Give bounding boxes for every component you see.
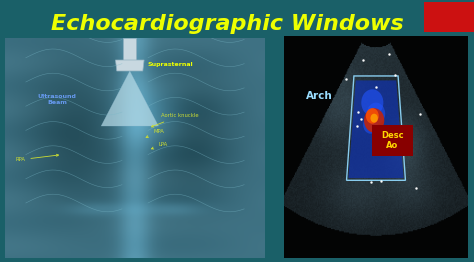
Circle shape [361, 89, 383, 116]
Text: Echocardiographic Windows: Echocardiographic Windows [51, 14, 404, 34]
Text: RPA: RPA [15, 154, 58, 162]
Text: Arch: Arch [306, 91, 333, 101]
Bar [123, 38, 137, 60]
Circle shape [363, 116, 378, 134]
Circle shape [367, 103, 385, 125]
Bar [424, 2, 474, 32]
Text: Suprasternal: Suprasternal [148, 62, 193, 67]
Circle shape [364, 108, 384, 133]
Text: LPA: LPA [152, 142, 168, 149]
Polygon shape [348, 80, 403, 178]
Circle shape [371, 114, 378, 123]
Text: MPA: MPA [146, 129, 164, 138]
Text: Aortic knuckle: Aortic knuckle [152, 113, 199, 127]
Text: Ultrasound
Beam: Ultrasound Beam [37, 94, 76, 105]
Polygon shape [116, 60, 144, 71]
Circle shape [366, 108, 379, 124]
Polygon shape [101, 71, 158, 126]
Bar [372, 125, 413, 156]
Text: Desc
Ao: Desc Ao [381, 132, 404, 150]
